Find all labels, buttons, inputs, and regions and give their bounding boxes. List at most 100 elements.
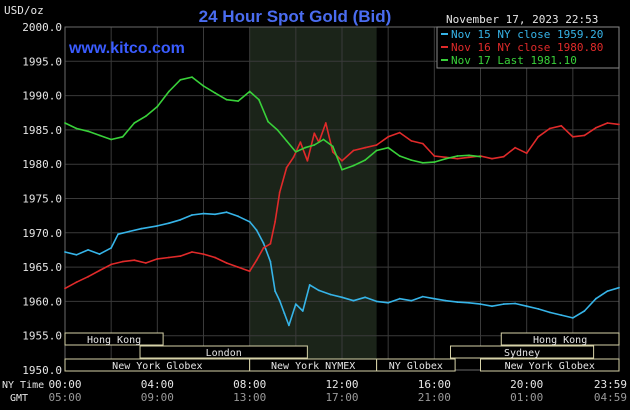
series-2-point	[375, 144, 378, 146]
chart-title: 24 Hour Spot Gold (Bid)	[199, 7, 392, 26]
unit-label: USD/oz	[4, 4, 44, 17]
series-3-point	[331, 145, 334, 148]
series-1-point	[274, 290, 276, 292]
series-1-point	[308, 284, 311, 286]
series-2-point	[352, 149, 355, 152]
session-box	[500, 332, 620, 346]
session-bar: Hong Kong	[64, 332, 164, 346]
series-3-point	[258, 98, 260, 101]
series-1-point	[168, 222, 170, 225]
series-3-point	[214, 92, 216, 94]
series-1-point	[606, 290, 609, 292]
y-tick-label: 1975.0	[22, 193, 62, 206]
series-2-point	[255, 259, 258, 262]
series-1-point	[283, 312, 286, 314]
x-tick-label-ny: 04:00	[141, 378, 174, 391]
series-1-point	[583, 310, 586, 312]
series-3-point	[237, 100, 240, 102]
series-1-point	[525, 305, 528, 308]
series-1-point	[179, 218, 182, 221]
series-3-point	[468, 154, 470, 157]
session-label: New York Globex	[505, 361, 595, 372]
series-3-point	[168, 90, 170, 93]
series-layer	[64, 76, 620, 327]
series-3-point	[285, 140, 288, 142]
site-watermark: www.kitco.com	[68, 40, 185, 57]
legend-label: Nov 17 Last 1981.10	[451, 54, 577, 67]
session-bar: London	[139, 345, 308, 359]
series-3-point	[313, 144, 316, 146]
series-2-point	[98, 269, 101, 272]
series-3-point	[341, 168, 343, 171]
legend-box	[436, 26, 620, 69]
series-2-point	[225, 262, 228, 264]
session-label: Hong Kong	[533, 335, 587, 346]
session-label: London	[206, 348, 242, 359]
series-3-point	[133, 122, 136, 124]
series-1-point	[387, 301, 390, 304]
series-1-point	[117, 233, 119, 236]
series-1-point	[364, 296, 366, 299]
series-2-point	[64, 287, 66, 290]
session-bar: Sydney	[449, 345, 595, 359]
series-1-point	[341, 296, 343, 299]
series-3-point	[375, 149, 378, 152]
grid-layer	[64, 26, 620, 371]
series-3-point	[191, 76, 193, 78]
series-1-point	[318, 289, 320, 292]
series-3-point	[144, 115, 147, 118]
series-3-point	[445, 157, 447, 160]
series-2-point	[292, 156, 295, 159]
series-1-point	[140, 227, 143, 230]
series-1-point	[301, 310, 304, 312]
session-bar: NY Globex	[376, 358, 456, 372]
series-2-point	[121, 260, 124, 263]
series-1-point	[456, 301, 459, 303]
series-1-point	[288, 324, 290, 327]
series-1-point	[491, 305, 493, 308]
series-2-point	[618, 123, 620, 126]
series-2-point	[168, 256, 170, 259]
series-2-point	[331, 151, 334, 153]
series-3-point	[87, 130, 89, 133]
session-bar: Hong Kong	[500, 332, 620, 346]
series-2-point	[341, 159, 343, 162]
series-1-point	[560, 314, 563, 316]
series-1-point	[75, 253, 78, 256]
x-tick-label-ny: 08:00	[233, 378, 266, 391]
series-3-point	[294, 151, 297, 153]
series-3-point	[387, 146, 390, 149]
series-1-point	[571, 317, 574, 319]
series-2-point	[514, 146, 516, 149]
series-1-point	[445, 299, 447, 302]
series-2-point	[398, 131, 401, 134]
series-3-point	[276, 129, 279, 131]
series-3-point	[75, 127, 78, 130]
series-1-point	[269, 260, 272, 263]
series-3-point	[121, 135, 124, 138]
series-3-point	[398, 155, 401, 157]
session-label: New York NYMEX	[271, 361, 355, 372]
series-3-point	[410, 159, 413, 162]
series-1-point	[433, 297, 436, 300]
y-tick-label: 1965.0	[22, 261, 62, 274]
series-2-point	[262, 247, 265, 249]
x-axis-label-ny: NY Time	[2, 380, 44, 391]
series-3-point	[421, 161, 424, 164]
legend-label: Nov 15 NY close 1959.20	[451, 28, 603, 41]
series-2-point	[468, 156, 470, 159]
y-axis-ticks: 1950.0 1955.0 1960.0 1965.0 1970.0 1975.0 1980…	[22, 21, 62, 377]
x-tick-label-gmt: 21:00	[418, 391, 451, 404]
series-1-point	[237, 215, 240, 218]
x-tick-label-ny: 16:00	[418, 378, 451, 391]
series-2-point	[421, 142, 424, 145]
series-3-point	[202, 85, 205, 87]
series-2-point	[313, 132, 316, 135]
series-3-point	[479, 155, 482, 158]
series-2-point	[87, 275, 89, 278]
series-1-point	[502, 303, 505, 305]
x-tick-label-gmt: 13:00	[233, 391, 266, 404]
series-2-point	[237, 266, 240, 268]
